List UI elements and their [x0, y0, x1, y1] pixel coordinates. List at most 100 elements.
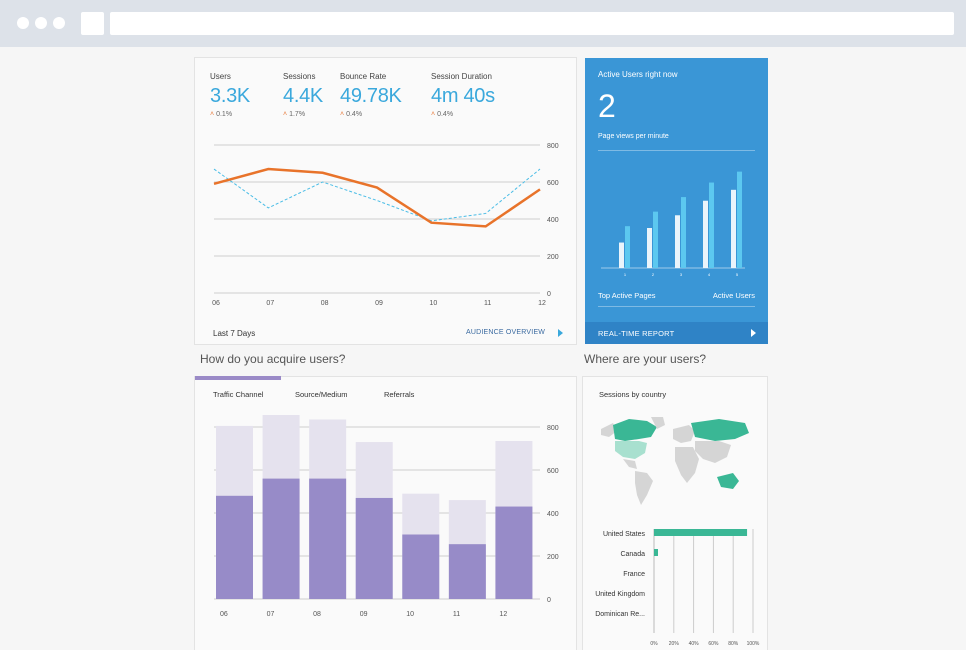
change-up-icon: ˄	[210, 111, 215, 118]
bar-front	[647, 228, 652, 268]
bar-back	[709, 182, 714, 268]
metric-change: ˄ 0.4%	[340, 111, 363, 118]
tab-referrals[interactable]: Referrals	[384, 390, 415, 399]
url-bar[interactable]	[110, 12, 954, 35]
play-arrow-icon[interactable]	[558, 329, 563, 337]
date-range-label: Last 7 Days	[213, 329, 256, 338]
bar-new	[495, 506, 533, 599]
metric-label: Sessions	[283, 72, 316, 81]
x-tick-label: 12	[499, 611, 507, 618]
location-heading: Where are your users?	[584, 352, 707, 366]
tab-traffic-channel[interactable]: Traffic Channel	[213, 390, 264, 399]
country-bar	[654, 549, 658, 556]
metric-label: Session Duration	[431, 72, 492, 81]
x-tick-label: 40%	[689, 641, 700, 647]
bar-back	[625, 226, 630, 268]
x-tick-label: 10	[406, 611, 414, 618]
sessions-by-country-title: Sessions by country	[599, 390, 667, 399]
y-tick-label: 0	[547, 597, 551, 604]
bar-front	[619, 242, 624, 268]
bar-back	[681, 197, 686, 268]
metric-label: Bounce Rate	[340, 72, 387, 81]
realtime-subtitle: Page views per minute	[598, 133, 669, 140]
bar-front	[675, 215, 680, 268]
x-tick-label: 10	[429, 300, 437, 307]
bar-back	[653, 211, 658, 268]
divider	[598, 306, 755, 307]
top-active-pages-label: Top Active Pages	[598, 291, 656, 300]
country-label: France	[623, 571, 645, 578]
bar-new	[448, 544, 486, 599]
divider	[598, 150, 755, 151]
metric-change: ˄ 0.1%	[210, 111, 233, 118]
realtime-title: Active Users right now	[598, 70, 678, 79]
map-europe	[673, 425, 695, 443]
play-arrow-icon	[751, 329, 756, 337]
change-up-icon: ˄	[283, 111, 288, 118]
window-dot-icon[interactable]	[35, 17, 47, 29]
x-tick-label: 1	[624, 272, 627, 277]
bar-front	[703, 200, 708, 268]
x-tick-label: 06	[220, 611, 228, 618]
bar-chart-svg: 800 600 400 200 0 06 07 08 09 10 11 12	[214, 415, 559, 618]
y-tick-label: 400	[547, 511, 559, 518]
audience-overview-link[interactable]: AUDIENCE OVERVIEW	[466, 329, 546, 336]
realtime-card: Active Users right now 2 Page views per …	[585, 58, 768, 344]
map-australia	[717, 473, 739, 489]
active-users-label: Active Users	[712, 291, 755, 300]
metric-session-duration: Session Duration 4m 40s ˄ 0.4%	[431, 72, 495, 118]
y-tick-label: 600	[547, 180, 559, 187]
window-dot-icon[interactable]	[17, 17, 29, 29]
y-tick-label: 200	[547, 254, 559, 261]
map-asia	[695, 441, 731, 463]
tab-source-medium[interactable]: Source/Medium	[295, 390, 348, 399]
metric-bounce-rate: Bounce Rate 49.78K ˄ 0.4%	[340, 72, 402, 118]
location-card: Sessions by country 0% 20% 40% 60% 80% 100% Un…	[582, 376, 768, 650]
x-tick-label: 08	[313, 611, 321, 618]
y-tick-label: 600	[547, 468, 559, 475]
x-tick-label: 3	[680, 272, 683, 277]
country-label: United Kingdom	[595, 591, 645, 598]
x-tick-label: 4	[708, 272, 711, 277]
metric-change: ˄ 1.7%	[283, 111, 306, 118]
x-tick-label: 11	[484, 300, 491, 307]
metric-label: Users	[210, 72, 231, 81]
map-africa	[675, 447, 699, 483]
metric-value: 4m 40s	[431, 85, 495, 107]
change-up-icon: ˄	[340, 111, 345, 118]
bar-new	[355, 497, 393, 599]
map-south-america	[635, 471, 653, 505]
x-tick-label: 08	[321, 300, 329, 307]
metric-value: 3.3K	[210, 85, 250, 107]
y-tick-label: 800	[547, 425, 559, 432]
x-tick-label: 07	[267, 611, 275, 618]
map-alaska	[601, 423, 617, 437]
x-tick-label: 2	[652, 272, 655, 277]
x-tick-label: 0%	[650, 641, 658, 647]
realtime-report-link[interactable]: REAL-TIME REPORT	[585, 322, 768, 344]
metric-value: 4.4K	[283, 85, 323, 107]
x-tick-label: 80%	[728, 641, 739, 647]
country-label: Canada	[620, 551, 645, 558]
x-tick-label: 20%	[669, 641, 680, 647]
y-tick-label: 800	[547, 143, 559, 150]
country-chart-svg: 0% 20% 40% 60% 80% 100% United States Canada Fra…	[595, 529, 760, 647]
browser-tab[interactable]	[81, 12, 104, 35]
series-line-primary	[213, 167, 541, 228]
realtime-report-label: REAL-TIME REPORT	[598, 329, 675, 338]
x-tick-label: 12	[538, 300, 546, 307]
map-canada	[613, 419, 657, 441]
window-dot-icon[interactable]	[53, 17, 65, 29]
bar-new	[262, 478, 300, 599]
metric-users: Users 3.3K ˄ 0.1%	[210, 72, 250, 118]
line-chart-svg: 800 600 400 200 0 06 07 08 09 10 11 12	[212, 143, 559, 307]
country-label: United States	[603, 531, 646, 538]
metric-value: 49.78K	[340, 85, 402, 107]
bar-front	[731, 189, 736, 268]
x-tick-label: 06	[212, 300, 220, 307]
active-tab-indicator	[195, 376, 281, 380]
y-tick-label: 400	[547, 217, 559, 224]
y-tick-label: 0	[547, 291, 551, 298]
x-tick-label: 5	[736, 272, 739, 277]
bar-new	[402, 534, 440, 599]
